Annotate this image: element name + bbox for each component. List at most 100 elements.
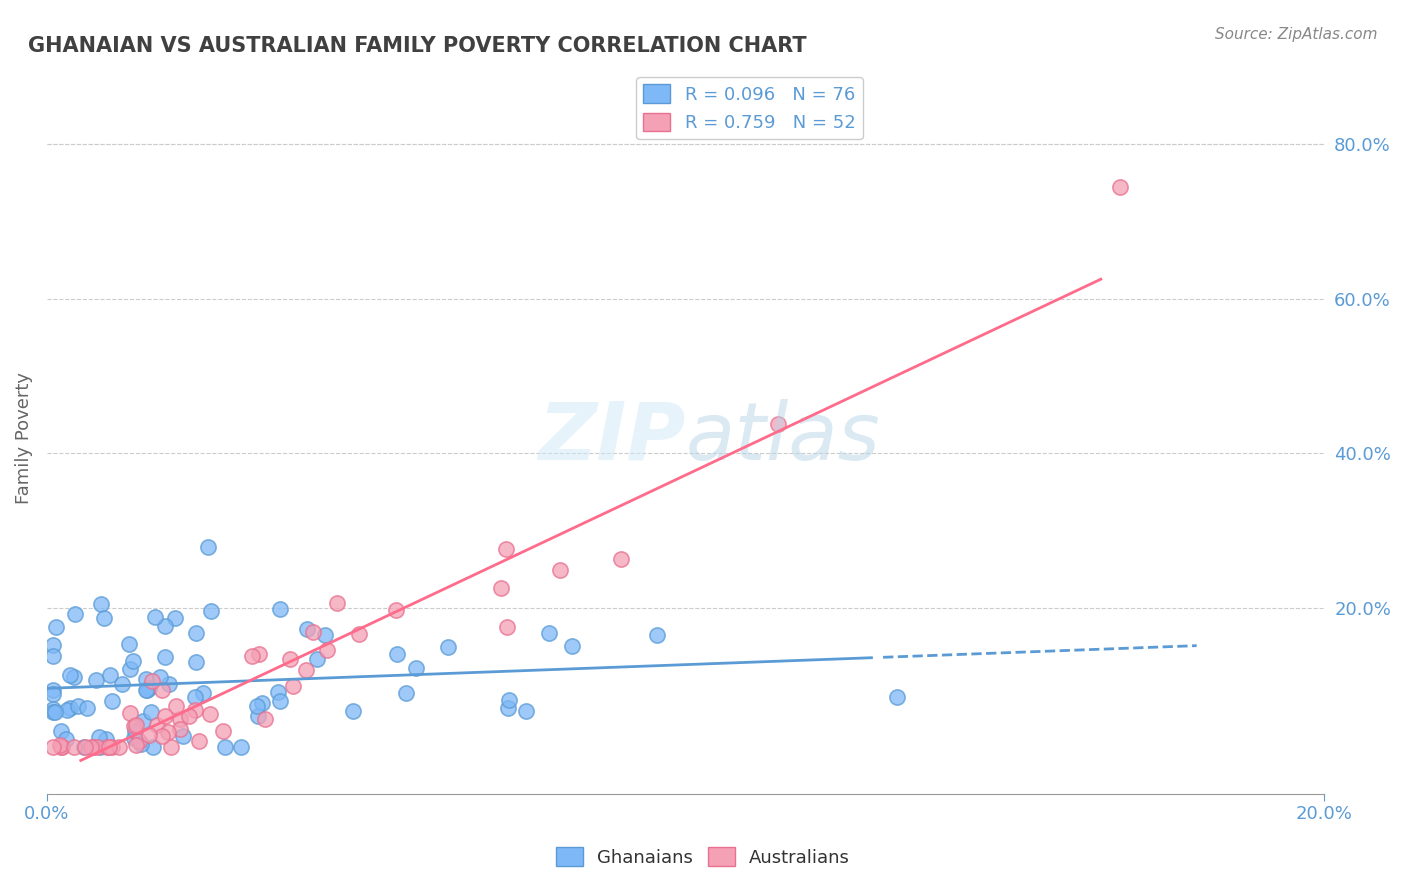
Point [548, 563, 571, 577]
Point [87, 730, 110, 744]
Point [120, 706, 142, 720]
Point [295, 622, 318, 636]
Point [184, 626, 207, 640]
Point [51, 740, 73, 755]
Point [165, 611, 187, 625]
Point [307, 651, 329, 665]
Point [149, 670, 172, 684]
Point [253, 712, 276, 726]
Point [198, 706, 221, 721]
Point [101, 740, 124, 755]
Point [211, 724, 233, 739]
Point [44, 705, 66, 719]
Point [96, 740, 118, 755]
Text: GHANAIAN VS AUSTRALIAN FAMILY POVERTY CORRELATION CHART: GHANAIAN VS AUSTRALIAN FAMILY POVERTY CO… [28, 36, 807, 55]
Point [120, 662, 142, 676]
Point [489, 581, 512, 595]
Point [138, 728, 160, 742]
Point [63, 740, 86, 755]
Text: atlas: atlas [686, 399, 880, 477]
Point [188, 734, 211, 748]
Point [153, 649, 176, 664]
Point [250, 697, 273, 711]
Point [316, 642, 339, 657]
Point [73, 740, 96, 755]
Point [246, 708, 269, 723]
Point [59, 701, 82, 715]
Point [80, 740, 103, 755]
Point [538, 625, 561, 640]
Point [108, 740, 131, 755]
Point [42, 649, 65, 664]
Point [42, 740, 65, 755]
Point [153, 619, 176, 633]
Point [49, 738, 72, 752]
Point [135, 683, 157, 698]
Point [42, 702, 65, 716]
Point [152, 729, 174, 743]
Point [124, 718, 146, 732]
Point [73, 740, 96, 755]
Point [125, 738, 148, 752]
Point [143, 610, 166, 624]
Point [97, 740, 120, 755]
Point [496, 701, 519, 715]
Point [495, 541, 517, 556]
Point [42, 638, 65, 652]
Point [146, 718, 169, 732]
Point [246, 699, 269, 714]
Point [342, 704, 364, 718]
Point [59, 667, 82, 681]
Point [240, 648, 263, 663]
Point [157, 677, 180, 691]
Point [172, 729, 194, 743]
Point [283, 679, 305, 693]
Point [384, 603, 406, 617]
Point [90, 598, 112, 612]
Point [436, 640, 458, 654]
Point [55, 731, 77, 746]
Point [67, 699, 90, 714]
Point [76, 701, 98, 715]
Point [45, 620, 67, 634]
Point [302, 625, 325, 640]
Point [561, 640, 583, 654]
Point [347, 627, 370, 641]
Text: Source: ZipAtlas.com: Source: ZipAtlas.com [1215, 27, 1378, 42]
Point [229, 740, 252, 755]
Point [247, 647, 270, 661]
Point [124, 724, 146, 739]
Point [150, 682, 173, 697]
Text: ZIP: ZIP [538, 399, 686, 477]
Point [395, 686, 418, 700]
Point [193, 686, 215, 700]
Point [177, 708, 200, 723]
Point [141, 674, 163, 689]
Point [94, 731, 117, 746]
Y-axis label: Family Poverty: Family Poverty [15, 372, 32, 504]
Point [385, 648, 408, 662]
Point [84, 673, 107, 688]
Point [51, 740, 73, 755]
Point [138, 681, 160, 695]
Legend: R = 0.096   N = 76, R = 0.759   N = 52: R = 0.096 N = 76, R = 0.759 N = 52 [636, 77, 863, 139]
Point [132, 714, 155, 728]
Point [49, 724, 72, 739]
Point [169, 712, 191, 726]
Point [269, 694, 291, 708]
Point [496, 620, 519, 634]
Point [42, 705, 65, 719]
Point [135, 683, 157, 698]
Point [165, 699, 187, 714]
Point [128, 734, 150, 748]
Point [98, 668, 121, 682]
Point [62, 670, 84, 684]
Point [267, 684, 290, 698]
Point [122, 731, 145, 746]
Point [122, 719, 145, 733]
Point [184, 655, 207, 669]
Point [153, 708, 176, 723]
Point [214, 739, 236, 754]
Point [498, 693, 520, 707]
Point [63, 607, 86, 622]
